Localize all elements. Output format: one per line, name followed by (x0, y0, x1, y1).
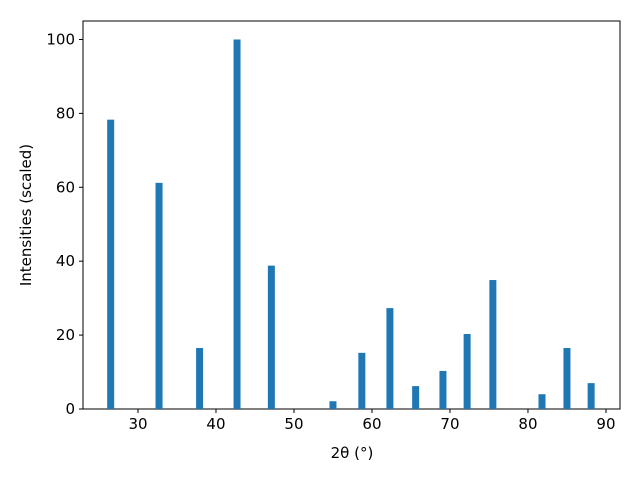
y-tick-label: 20 (56, 326, 75, 344)
bar (155, 182, 163, 409)
x-tick-label: 60 (362, 415, 381, 433)
bar (196, 348, 204, 409)
y-tick-label: 100 (46, 30, 75, 48)
bar (463, 333, 471, 409)
bar (233, 39, 241, 409)
x-tick-label: 70 (440, 415, 459, 433)
y-tick-label: 0 (65, 400, 75, 418)
bar (386, 308, 394, 409)
x-tick-label: 80 (518, 415, 537, 433)
bar (563, 348, 571, 409)
bar (329, 401, 337, 409)
y-axis-label: Intensities (scaled) (17, 144, 35, 286)
x-tick-label: 90 (596, 415, 615, 433)
bar (107, 119, 115, 410)
bar (489, 280, 497, 409)
bar (358, 352, 366, 409)
y-tick-label: 80 (56, 104, 75, 122)
bar (538, 394, 546, 409)
bar (412, 386, 420, 409)
x-axis-label: 2θ (°) (331, 444, 374, 462)
bar (439, 370, 447, 409)
bar (587, 383, 595, 409)
x-tick-label: 40 (206, 415, 225, 433)
x-tick-label: 50 (284, 415, 303, 433)
bar (267, 265, 275, 409)
y-tick-label: 40 (56, 252, 75, 270)
y-tick-label: 60 (56, 178, 75, 196)
plot-frame (82, 20, 621, 410)
x-tick-label: 30 (128, 415, 147, 433)
